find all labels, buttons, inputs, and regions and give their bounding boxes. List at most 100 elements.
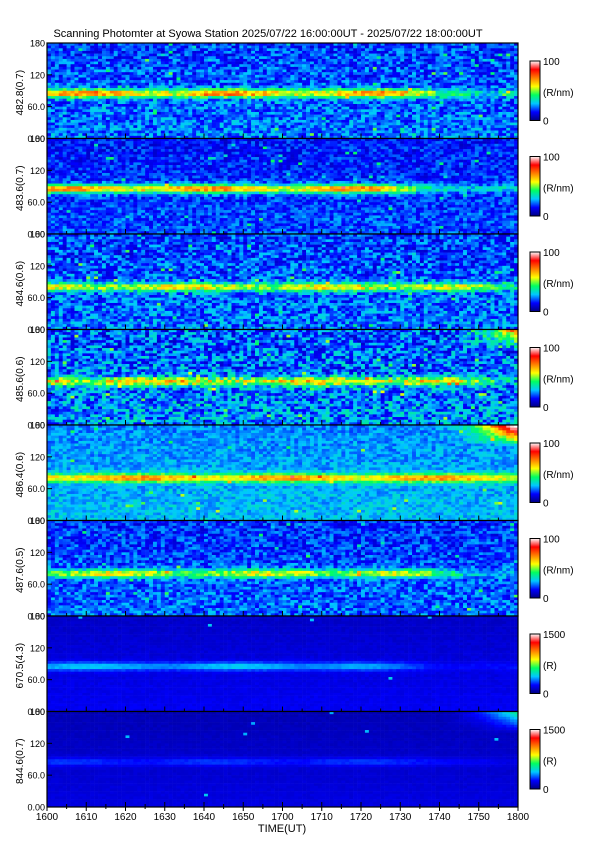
heatmap-cell <box>373 56 377 59</box>
heatmap-cell <box>208 54 212 57</box>
heatmap-cell <box>357 46 361 49</box>
heatmap-cell <box>114 88 118 91</box>
heatmap-cell <box>196 59 200 62</box>
heatmap-cell <box>443 67 447 70</box>
heatmap-cell <box>330 75 334 78</box>
heatmap-cell <box>455 88 459 91</box>
heatmap-cell <box>267 64 271 67</box>
heatmap-cell <box>102 77 106 80</box>
heatmap-cell <box>502 77 506 80</box>
heatmap-cell <box>196 83 200 86</box>
heatmap-cell <box>145 62 149 65</box>
heatmap-cell <box>235 91 239 94</box>
heatmap-cell <box>157 56 161 59</box>
heatmap-cell <box>302 51 306 54</box>
heatmap-cell <box>353 88 357 91</box>
heatmap-cell <box>255 83 259 86</box>
heatmap-cell <box>90 59 94 62</box>
heatmap-cell <box>357 77 361 80</box>
heatmap-cell <box>86 62 90 65</box>
heatmap-cell <box>451 70 455 73</box>
heatmap-cell <box>369 67 373 70</box>
heatmap-cell <box>204 67 208 70</box>
heatmap-cell <box>428 54 432 57</box>
heatmap-cell <box>67 64 71 67</box>
heatmap-cell <box>334 46 338 49</box>
heatmap-cell <box>180 51 184 54</box>
heatmap-cell <box>459 56 463 59</box>
heatmap-cell <box>326 70 330 73</box>
heatmap-cell <box>388 67 392 70</box>
heatmap-cell <box>235 67 239 70</box>
heatmap-cell <box>247 46 251 49</box>
heatmap-cell <box>353 56 357 59</box>
heatmap-cell <box>137 51 141 54</box>
heatmap-cell <box>357 83 361 86</box>
heatmap-cell <box>110 62 114 65</box>
heatmap-cell <box>451 48 455 51</box>
heatmap-cell <box>216 59 220 62</box>
heatmap-cell <box>498 59 502 62</box>
heatmap-cell <box>330 77 334 80</box>
heatmap-cell <box>86 56 90 59</box>
heatmap-cell <box>212 67 216 70</box>
heatmap-cell <box>420 91 424 94</box>
heatmap-cell <box>118 91 122 94</box>
heatmap-cell <box>169 67 173 70</box>
heatmap-cell <box>424 83 428 86</box>
heatmap-cell <box>463 62 467 65</box>
heatmap-cell <box>275 51 279 54</box>
heatmap-cell <box>306 54 310 57</box>
heatmap-cell <box>141 64 145 67</box>
heatmap-cell <box>86 54 90 57</box>
heatmap-cell <box>275 59 279 62</box>
heatmap-cell <box>432 54 436 57</box>
heatmap-cell <box>483 51 487 54</box>
heatmap-cell <box>502 85 506 88</box>
heatmap-cell <box>283 88 287 91</box>
heatmap-cell <box>326 59 330 62</box>
heatmap-cell <box>502 62 506 65</box>
heatmap-cell <box>216 67 220 70</box>
heatmap-cell <box>145 70 149 73</box>
heatmap-cell <box>306 46 310 49</box>
heatmap-cell <box>263 85 267 88</box>
heatmap-cell <box>239 75 243 78</box>
heatmap-cell <box>365 64 369 67</box>
heatmap-cell <box>310 75 314 78</box>
heatmap-cell <box>114 72 118 75</box>
heatmap-cell <box>177 51 181 54</box>
heatmap-cell <box>294 77 298 80</box>
heatmap-cell <box>212 56 216 59</box>
heatmap-cell <box>475 64 479 67</box>
heatmap-cell <box>436 46 440 49</box>
heatmap-cell <box>212 46 216 49</box>
heatmap-cell <box>122 72 126 75</box>
heatmap-cell <box>165 46 169 49</box>
heatmap-cell <box>235 85 239 88</box>
heatmap-cell <box>220 85 224 88</box>
heatmap-cell <box>118 77 122 80</box>
heatmap-cell <box>326 77 330 80</box>
heatmap-cell <box>184 54 188 57</box>
heatmap-cell <box>286 70 290 73</box>
heatmap-cell <box>322 88 326 91</box>
heatmap-cell <box>114 56 118 59</box>
heatmap-cell <box>267 59 271 62</box>
heatmap-cell <box>510 56 514 59</box>
heatmap-cell <box>443 59 447 62</box>
heatmap-cell <box>498 83 502 86</box>
heatmap-cell <box>141 75 145 78</box>
heatmap-cell <box>169 56 173 59</box>
heatmap-cell <box>235 77 239 80</box>
heatmap-cell <box>247 70 251 73</box>
heatmap-cell <box>314 59 318 62</box>
heatmap-cell <box>510 64 514 67</box>
heatmap-cell <box>357 48 361 51</box>
heatmap-cell <box>400 59 404 62</box>
heatmap-cell <box>408 54 412 57</box>
heatmap-cell <box>122 51 126 54</box>
heatmap-cell <box>149 72 153 75</box>
heatmap-cell <box>286 62 290 65</box>
heatmap-cell <box>98 70 102 73</box>
